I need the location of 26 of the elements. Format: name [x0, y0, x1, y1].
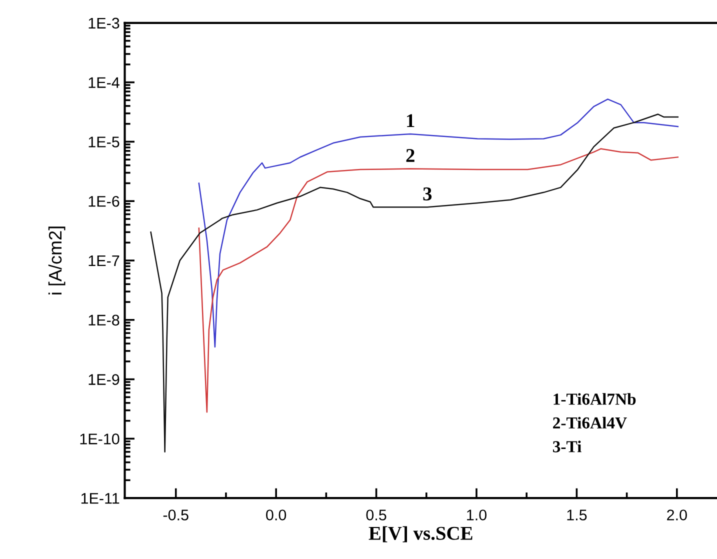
x-tick-label: 1.0 — [467, 510, 487, 520]
x-tick-label: 0.5 — [366, 510, 386, 520]
x-tick-label: -0.5 — [163, 510, 188, 520]
y-tick-label: 1E-9 — [88, 374, 120, 385]
series-label: 2 — [406, 148, 414, 162]
y-tick-label: 1E-8 — [88, 314, 120, 326]
series-label: 1 — [407, 114, 414, 128]
y-tick-label: 1E-7 — [88, 256, 120, 266]
x-tick-label: 1.5 — [567, 510, 587, 520]
line-series — [198, 148, 679, 413]
y-tick-label: 1E-11 — [81, 493, 120, 504]
y-tick-label: 1E-6 — [88, 196, 120, 207]
annotation: 3-Ti — [552, 440, 582, 452]
line-series — [150, 114, 679, 452]
x-axis-title: E[V] vs.SCE — [368, 526, 472, 542]
y-axis-title: i [A/cm2] — [48, 226, 66, 294]
y-tick-label: 1E-10 — [80, 434, 120, 444]
y-tick-label: 1E-5 — [88, 136, 120, 148]
annotation: 2-Ti6Al4V — [553, 416, 627, 429]
annotation: 1-Ti6Al7Nb — [554, 393, 636, 405]
x-tick-label: 2.0 — [667, 510, 687, 520]
series-label: 3 — [423, 187, 432, 200]
line-series — [198, 98, 679, 348]
y-tick-label: 1E-3 — [88, 18, 120, 29]
x-tick-label: 0.0 — [266, 510, 286, 520]
y-tick-label: 1E-4 — [88, 77, 120, 88]
